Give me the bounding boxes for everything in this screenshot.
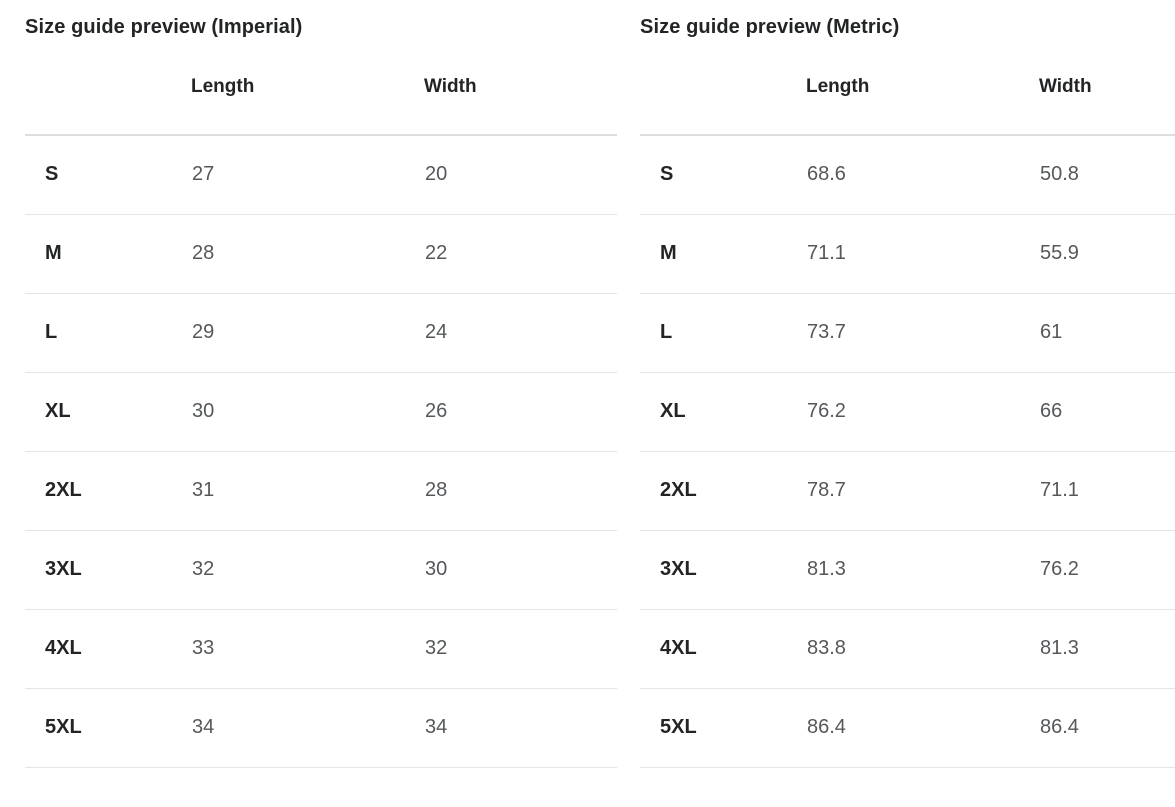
table-row: M 71.1 55.9 <box>640 214 1175 293</box>
length-column-header: Length <box>806 76 870 97</box>
size-label: XL <box>660 400 686 422</box>
table-row: 2XL 31 28 <box>25 451 617 530</box>
width-value: 61 <box>1040 321 1063 343</box>
table-row: 5XL 86.4 86.4 <box>640 688 1175 767</box>
length-value: 27 <box>192 163 215 186</box>
width-value: 28 <box>425 479 448 501</box>
length-value: 34 <box>192 716 215 738</box>
width-value: 22 <box>425 242 448 264</box>
length-value: 78.7 <box>807 479 846 501</box>
length-value: 68.6 <box>807 163 846 186</box>
table-row: 3XL 81.3 76.2 <box>640 530 1175 609</box>
size-label: 2XL <box>660 479 697 501</box>
size-label: 4XL <box>660 637 697 659</box>
table-row: M 28 22 <box>25 214 617 293</box>
table-row: L 29 24 <box>25 293 617 372</box>
table-header-row: Length Width <box>640 40 1175 135</box>
length-value: 33 <box>192 637 215 659</box>
table-row: 5XL 34 34 <box>25 688 617 767</box>
size-column-header <box>640 40 806 135</box>
size-guide-panel-imperial: Size guide preview (Imperial) Length Wid… <box>25 15 617 768</box>
width-value: 55.9 <box>1040 242 1079 264</box>
size-label: S <box>660 163 674 186</box>
table-row: 4XL 83.8 81.3 <box>640 609 1175 688</box>
table-row: S 68.6 50.8 <box>640 135 1175 214</box>
width-value: 81.3 <box>1040 637 1079 659</box>
size-label: M <box>660 242 677 264</box>
length-value: 86.4 <box>807 716 846 738</box>
width-column-header: Width <box>424 76 477 97</box>
size-label: 5XL <box>45 716 82 738</box>
width-value: 66 <box>1040 400 1063 422</box>
length-column-header: Length <box>191 76 255 97</box>
size-label: L <box>45 321 58 343</box>
size-label: L <box>660 321 673 343</box>
size-guide-previews: Size guide preview (Imperial) Length Wid… <box>25 15 1175 768</box>
table-row: XL 76.2 66 <box>640 372 1175 451</box>
table-row: L 73.7 61 <box>640 293 1175 372</box>
length-value: 32 <box>192 558 215 580</box>
width-value: 26 <box>425 400 448 422</box>
width-value: 50.8 <box>1040 163 1079 186</box>
length-value: 31 <box>192 479 215 501</box>
size-column-header <box>25 40 191 135</box>
size-label: XL <box>45 400 71 422</box>
length-value: 76.2 <box>807 400 846 422</box>
length-value: 83.8 <box>807 637 846 659</box>
width-value: 71.1 <box>1040 479 1079 501</box>
table-row: XL 30 26 <box>25 372 617 451</box>
length-value: 30 <box>192 400 215 422</box>
table-row: 2XL 78.7 71.1 <box>640 451 1175 530</box>
size-label: 3XL <box>660 558 697 580</box>
panel-title-metric: Size guide preview (Metric) <box>640 16 900 38</box>
size-guide-panel-metric: Size guide preview (Metric) Length Width… <box>640 15 1175 768</box>
table-row: S 27 20 <box>25 135 617 214</box>
width-value: 86.4 <box>1040 716 1079 738</box>
table-header-row: Length Width <box>25 40 617 135</box>
width-value: 32 <box>425 637 448 659</box>
length-value: 29 <box>192 321 215 343</box>
length-value: 28 <box>192 242 215 264</box>
table-row: 3XL 32 30 <box>25 530 617 609</box>
length-value: 73.7 <box>807 321 846 343</box>
width-value: 20 <box>425 163 448 186</box>
width-value: 76.2 <box>1040 558 1079 580</box>
table-row: 4XL 33 32 <box>25 609 617 688</box>
length-value: 81.3 <box>807 558 846 580</box>
width-value: 34 <box>425 716 448 738</box>
width-value: 30 <box>425 558 448 580</box>
size-label: 3XL <box>45 558 82 580</box>
length-value: 71.1 <box>807 242 846 264</box>
panel-title-imperial: Size guide preview (Imperial) <box>25 16 303 38</box>
width-column-header: Width <box>1039 76 1092 97</box>
size-label: 4XL <box>45 637 82 659</box>
size-label: 2XL <box>45 479 82 501</box>
size-guide-table-metric: Length Width S 68.6 50.8 M 71.1 55.9 L 7… <box>640 40 1175 768</box>
size-label: M <box>45 242 62 264</box>
size-label: S <box>45 163 59 186</box>
width-value: 24 <box>425 321 448 343</box>
size-guide-table-imperial: Length Width S 27 20 M 28 22 L 29 <box>25 40 617 768</box>
size-label: 5XL <box>660 716 697 738</box>
